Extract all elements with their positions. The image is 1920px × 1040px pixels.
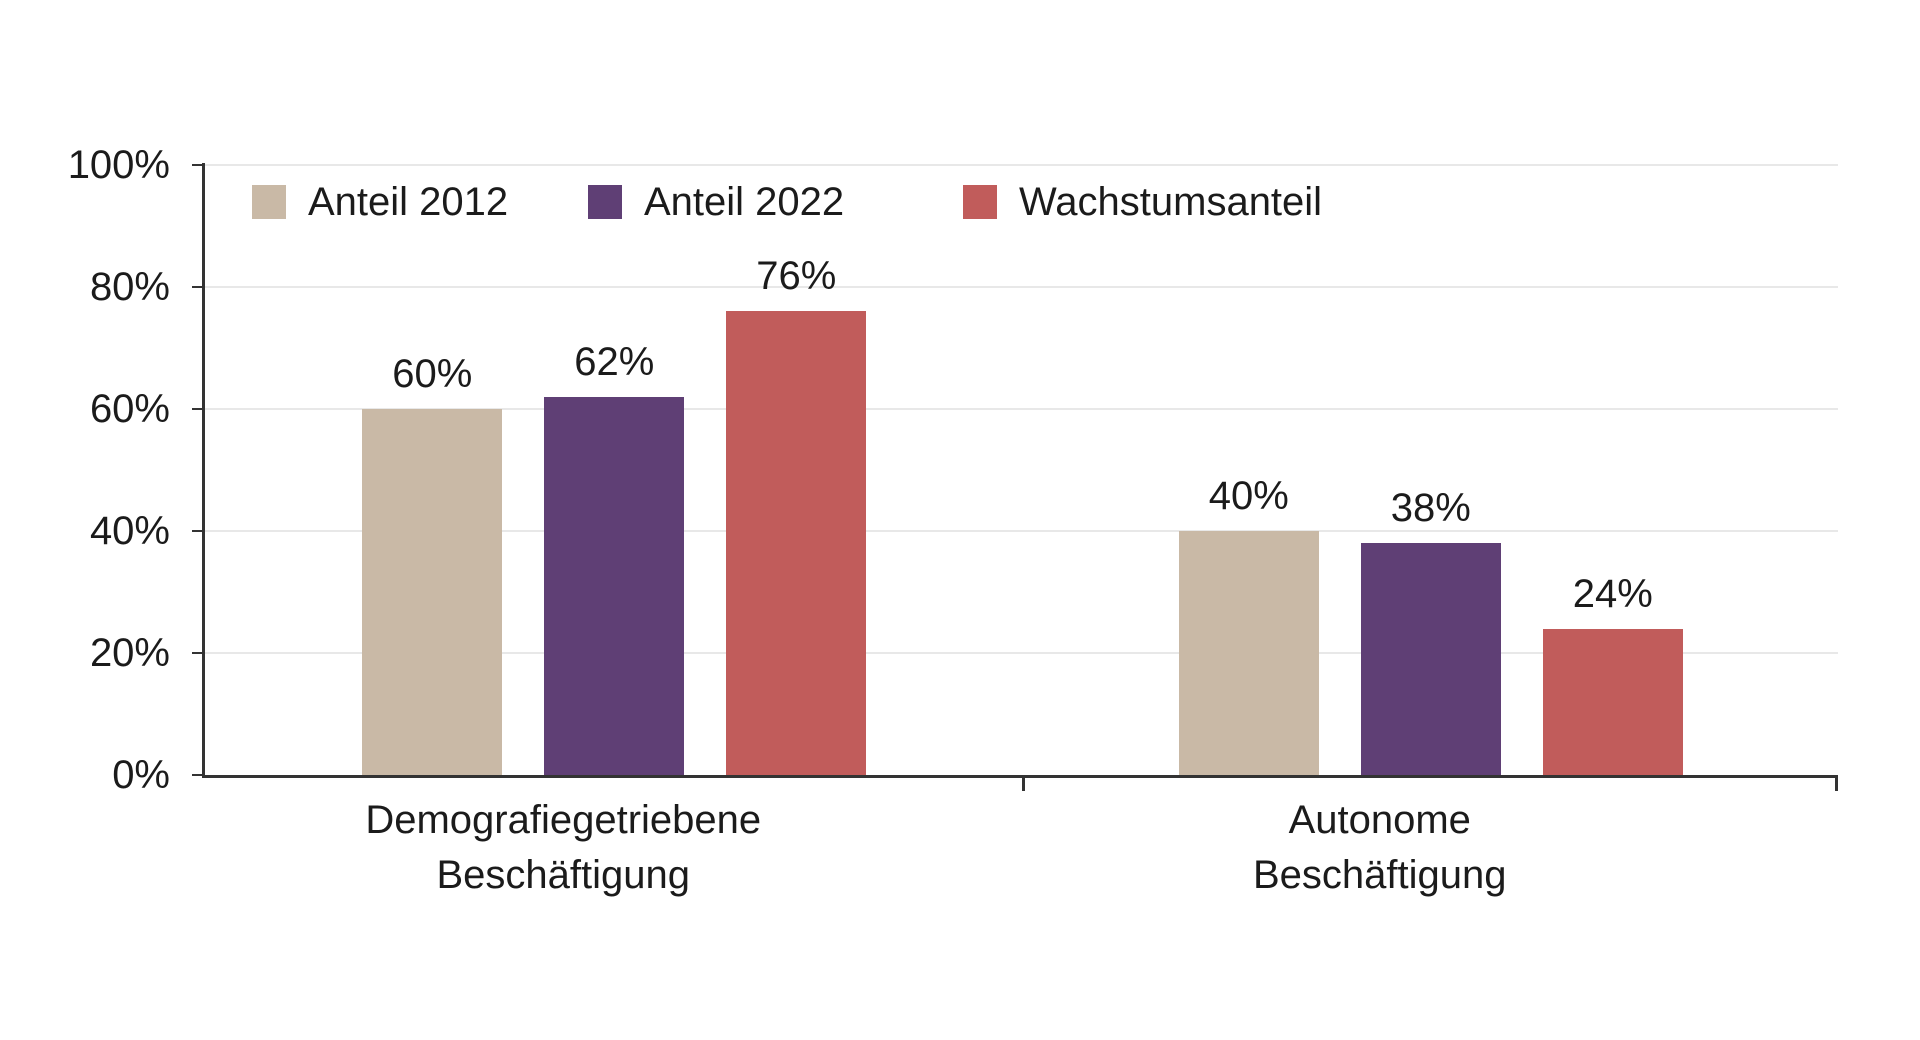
legend-label: Wachstumsanteil [1019,180,1323,224]
legend-item-anteil-2012: Anteil 2012 [252,179,508,225]
y-axis-tick-mark [192,774,202,776]
category-label-line: Beschäftigung [436,853,690,897]
bar-value-label: 62% [574,339,655,384]
x-axis-tick-mark [1835,776,1838,791]
y-axis-tick-mark [192,652,202,654]
y-axis-tick-mark [192,530,202,532]
x-axis-tick-mark [1021,776,1025,791]
bar-anteil-2012 [362,409,503,775]
category-label-line: Demografiegetriebene [365,798,762,842]
bar-value-label: 60% [392,352,473,396]
gridline-100% [205,164,1838,166]
gridline-80% [205,286,1838,288]
bar-anteil-2022 [1360,543,1501,775]
gridline-60% [205,408,1838,410]
y-axis-tick-label: 0% [112,753,170,797]
legend-item-wachstumsanteil: Wachstumsanteil [963,179,1322,225]
y-axis-tick-label: 80% [89,265,170,309]
y-axis-tick-mark [192,164,202,166]
bar-value-label: 24% [1572,571,1653,616]
legend-swatch-icon [252,185,286,219]
plot-area: 0% 20% 40% 60% 80% 100% 60% 62% 76% 40% 38% 24% De… [68,143,1838,897]
legend-swatch-icon [588,185,622,219]
y-axis-tick-label: 20% [89,631,170,675]
y-axis-tick-mark [192,408,202,410]
bar-anteil-2012 [1178,531,1319,775]
x-axis-line [202,775,1838,778]
legend-label: Anteil 2012 [308,180,509,224]
x-axis-category-label: Demografiegetriebene Beschäftigung [213,793,913,903]
legend-swatch-icon [963,185,997,219]
y-axis-line [202,163,205,778]
legend: Anteil 2012 Anteil 2022 Wachstumsanteil [205,179,1838,229]
y-axis-tick-label: 40% [89,509,170,553]
bar-wachstumsanteil [726,311,867,775]
bar-anteil-2022 [544,396,685,775]
category-label-line: Beschäftigung [1252,853,1507,897]
gridline-40% [205,530,1838,532]
category-label-line: Autonome [1288,798,1471,842]
y-axis-tick-mark [192,286,202,288]
y-axis-tick-label: 60% [89,387,170,431]
bar-value-label: 38% [1390,486,1471,531]
bar-value-label: 40% [1208,474,1289,518]
gridline-20% [205,652,1838,654]
bar-wachstumsanteil [1542,628,1683,775]
legend-label: Anteil 2022 [644,180,845,224]
y-axis-tick-label: 100% [67,143,170,187]
legend-item-anteil-2022: Anteil 2022 [588,179,844,225]
x-axis-category-label: Autonome Beschäftigung [1030,793,1730,903]
bar-value-label: 76% [756,254,837,299]
